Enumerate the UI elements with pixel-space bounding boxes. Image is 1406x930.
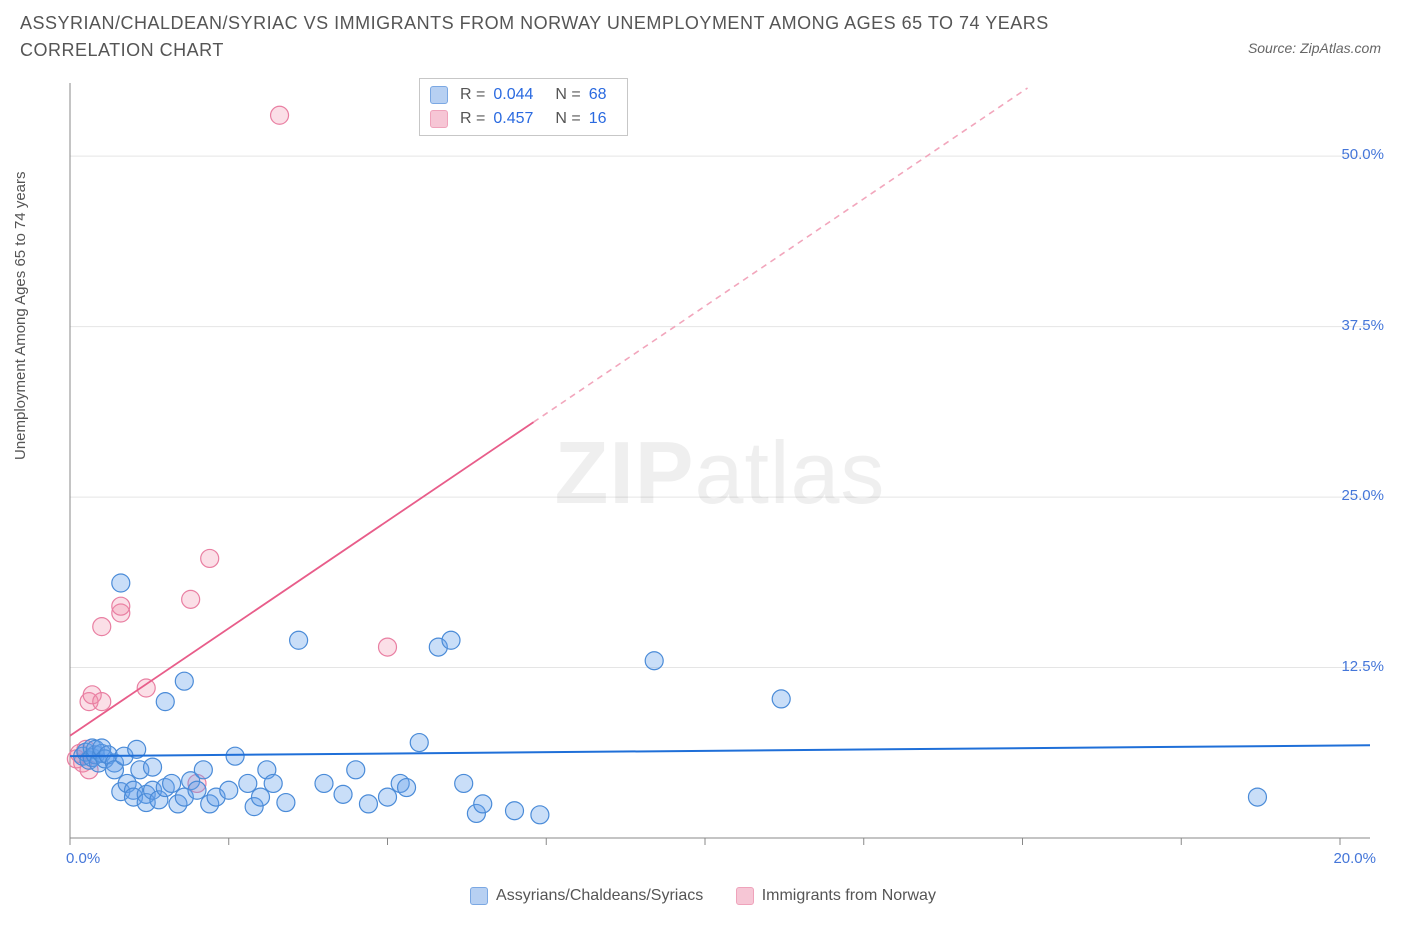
- bottom-legend: Assyrians/Chaldeans/Syriacs Immigrants f…: [0, 887, 1406, 910]
- stats-box: R = 0.044 N = 68 R = 0.457 N = 16: [419, 78, 628, 136]
- y-tick-label: 12.5%: [1341, 658, 1384, 675]
- stat-r-blue: 0.044: [493, 86, 533, 104]
- plot-svg: [60, 78, 1380, 868]
- chart-container: ASSYRIAN/CHALDEAN/SYRIAC VS IMMIGRANTS F…: [0, 0, 1406, 930]
- stat-label: R =: [460, 110, 485, 128]
- stat-n-blue: 68: [589, 86, 607, 104]
- stat-label: N =: [555, 86, 580, 104]
- stats-row-pink: R = 0.457 N = 16: [430, 107, 617, 131]
- stat-label: R =: [460, 86, 485, 104]
- legend-label: Assyrians/Chaldeans/Syriacs: [496, 887, 703, 905]
- y-tick-label: 37.5%: [1341, 317, 1384, 334]
- header: ASSYRIAN/CHALDEAN/SYRIAC VS IMMIGRANTS F…: [20, 10, 1386, 60]
- y-tick-label: 25.0%: [1341, 487, 1384, 504]
- stats-row-blue: R = 0.044 N = 68: [430, 83, 617, 107]
- legend-item-pink: Immigrants from Norway: [736, 887, 936, 905]
- x-tick-label: 0.0%: [66, 850, 100, 867]
- swatch-blue-icon: [470, 887, 488, 905]
- stat-n-pink: 16: [589, 110, 607, 128]
- chart-title: ASSYRIAN/CHALDEAN/SYRIAC VS IMMIGRANTS F…: [20, 10, 1120, 64]
- source-label: Source: ZipAtlas.com: [1248, 40, 1381, 56]
- legend-item-blue: Assyrians/Chaldeans/Syriacs: [470, 887, 703, 905]
- swatch-pink-icon: [430, 110, 448, 128]
- swatch-pink-icon: [736, 887, 754, 905]
- stat-r-pink: 0.457: [493, 110, 533, 128]
- plot-area: ZIPatlas R = 0.044 N = 68 R = 0.457 N = …: [60, 78, 1380, 868]
- y-axis-label: Unemployment Among Ages 65 to 74 years: [12, 171, 29, 460]
- x-tick-label: 20.0%: [1333, 850, 1376, 867]
- swatch-blue-icon: [430, 86, 448, 104]
- legend-label: Immigrants from Norway: [762, 887, 936, 905]
- y-tick-label: 50.0%: [1341, 146, 1384, 163]
- stat-label: N =: [555, 110, 580, 128]
